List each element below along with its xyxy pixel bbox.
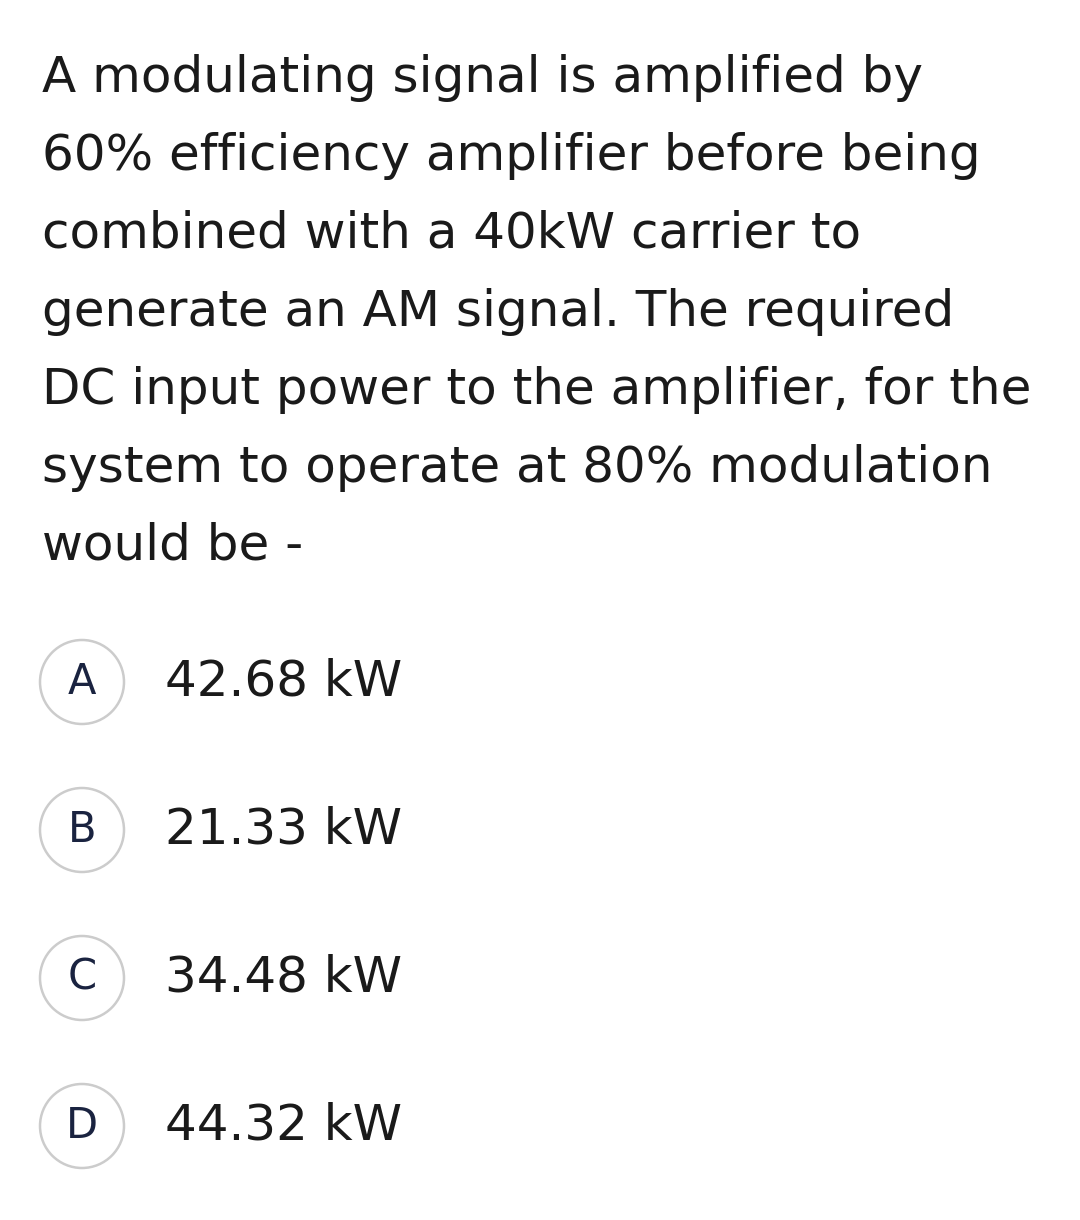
Text: generate an AM signal. The required: generate an AM signal. The required [42, 288, 955, 336]
Ellipse shape [40, 640, 124, 723]
Text: combined with a 40kW carrier to: combined with a 40kW carrier to [42, 210, 861, 257]
Ellipse shape [40, 1085, 124, 1168]
Ellipse shape [40, 936, 124, 1020]
Text: 34.48 kW: 34.48 kW [165, 954, 402, 1002]
Text: 60% efficiency amplifier before being: 60% efficiency amplifier before being [42, 132, 981, 181]
Text: D: D [66, 1105, 98, 1147]
Ellipse shape [40, 788, 124, 872]
Text: 21.33 kW: 21.33 kW [165, 806, 402, 854]
Text: system to operate at 80% modulation: system to operate at 80% modulation [42, 444, 993, 492]
Text: B: B [68, 809, 96, 852]
Text: A modulating signal is amplified by: A modulating signal is amplified by [42, 54, 923, 102]
Text: 42.68 kW: 42.68 kW [165, 658, 402, 706]
Text: C: C [67, 956, 96, 999]
Text: A: A [68, 661, 96, 703]
Text: would be -: would be - [42, 522, 303, 570]
Text: 44.32 kW: 44.32 kW [165, 1102, 402, 1150]
Text: DC input power to the amplifier, for the: DC input power to the amplifier, for the [42, 366, 1031, 414]
